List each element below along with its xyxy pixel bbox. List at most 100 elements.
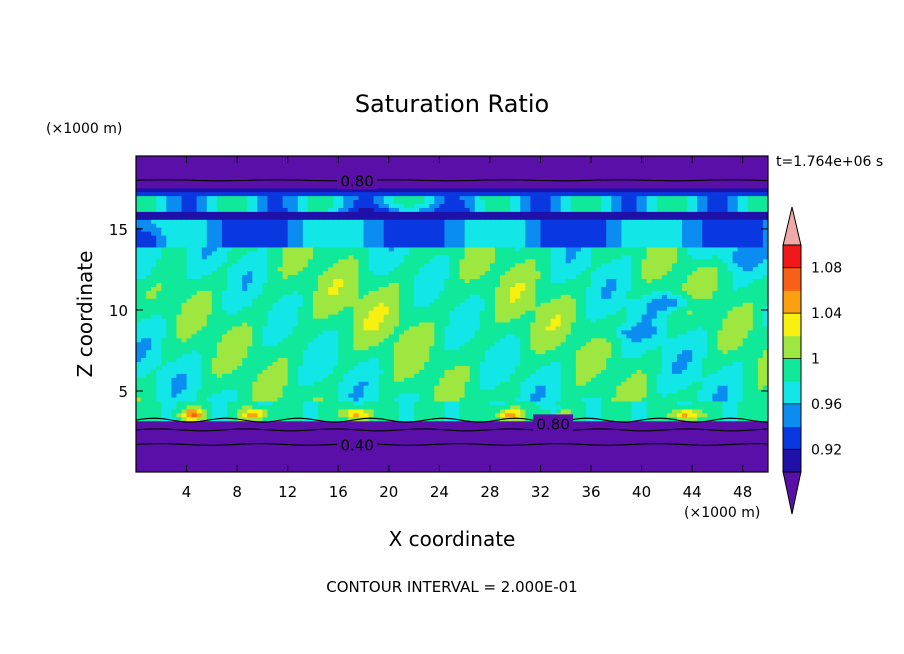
field-cell	[641, 333, 648, 339]
field-cell	[338, 337, 344, 343]
field-cell	[348, 369, 355, 374]
field-cell	[535, 444, 542, 449]
field-cell	[176, 329, 183, 335]
field-cell	[611, 416, 617, 422]
field-cell	[601, 361, 607, 366]
field-cell	[687, 381, 693, 386]
field-cell	[328, 381, 334, 386]
field-cell	[242, 408, 248, 414]
field-cell	[318, 329, 324, 335]
field-cell	[201, 444, 208, 449]
field-cell	[484, 321, 491, 327]
field-cell	[570, 325, 577, 331]
field-cell	[398, 396, 405, 402]
field-cell	[520, 468, 526, 472]
field-cell	[737, 353, 744, 359]
field-cell	[682, 468, 688, 472]
field-cell	[424, 464, 430, 469]
field-cell	[257, 404, 263, 410]
field-cell	[378, 321, 385, 327]
field-cell	[191, 424, 198, 430]
field-cell	[575, 468, 582, 472]
field-cell	[494, 456, 501, 461]
field-cell	[424, 393, 430, 398]
field-cell	[661, 424, 668, 430]
field-cell	[489, 325, 496, 331]
field-cell	[565, 464, 572, 469]
field-cell	[287, 396, 294, 402]
field-cell	[712, 325, 719, 331]
field-cell	[676, 440, 683, 445]
field-cell	[732, 333, 739, 339]
field-cell	[676, 452, 683, 457]
field-cell	[671, 428, 678, 434]
field-cell	[540, 460, 547, 465]
field-cell	[601, 325, 607, 331]
field-cell	[232, 341, 238, 347]
field-cell	[348, 377, 355, 382]
field-cell	[636, 365, 643, 370]
field-cell	[676, 357, 683, 362]
field-cell	[676, 444, 683, 449]
field-cell	[383, 337, 390, 343]
field-cell	[540, 408, 547, 414]
field-cell	[358, 456, 365, 461]
field-cell	[444, 341, 451, 347]
field-cell	[606, 333, 612, 339]
field-cell	[277, 317, 284, 323]
field-cell	[636, 357, 643, 362]
field-cell	[272, 333, 279, 339]
field-cell	[530, 444, 537, 449]
field-cell	[479, 460, 486, 465]
field-cell	[545, 393, 552, 398]
field-cell	[616, 353, 622, 359]
field-cell	[712, 420, 719, 426]
field-cell	[141, 444, 147, 449]
field-cell	[601, 381, 607, 386]
field-cell	[656, 456, 663, 461]
field-cell	[262, 400, 269, 406]
field-cell	[712, 361, 719, 366]
field-cell	[762, 452, 768, 457]
field-cell	[409, 317, 415, 323]
field-cell	[500, 456, 506, 461]
field-cell	[302, 373, 309, 378]
field-cell	[323, 393, 329, 398]
field-cell	[489, 408, 496, 414]
field-cell	[494, 408, 501, 414]
field-cell	[611, 341, 617, 347]
field-cell	[358, 428, 365, 434]
field-cell	[656, 396, 663, 402]
field-cell	[762, 341, 768, 347]
field-cell	[631, 337, 638, 343]
field-cell	[227, 404, 233, 410]
field-cell	[692, 389, 698, 394]
field-cell	[580, 444, 587, 449]
field-cell	[262, 412, 269, 418]
field-cell	[247, 428, 253, 434]
field-cell	[479, 373, 486, 378]
field-cell	[272, 369, 279, 374]
field-cell	[161, 369, 167, 374]
field-cell	[596, 341, 602, 347]
field-cell	[601, 444, 607, 449]
field-cell	[312, 389, 319, 394]
field-cell	[591, 452, 597, 457]
field-cell	[535, 321, 542, 327]
field-cell	[383, 357, 390, 362]
field-cell	[732, 353, 739, 359]
field-cell	[676, 464, 683, 469]
field-cell	[651, 408, 658, 414]
field-cell	[570, 424, 577, 430]
field-cell	[242, 456, 248, 461]
field-cell	[151, 389, 157, 394]
field-cell	[489, 436, 496, 441]
field-cell	[333, 432, 339, 438]
field-cell	[343, 396, 349, 402]
field-cell	[682, 432, 688, 438]
field-cell	[191, 456, 198, 461]
field-cell	[429, 456, 435, 461]
field-cell	[146, 377, 152, 382]
field-cell	[717, 436, 724, 441]
field-cell	[661, 389, 668, 394]
